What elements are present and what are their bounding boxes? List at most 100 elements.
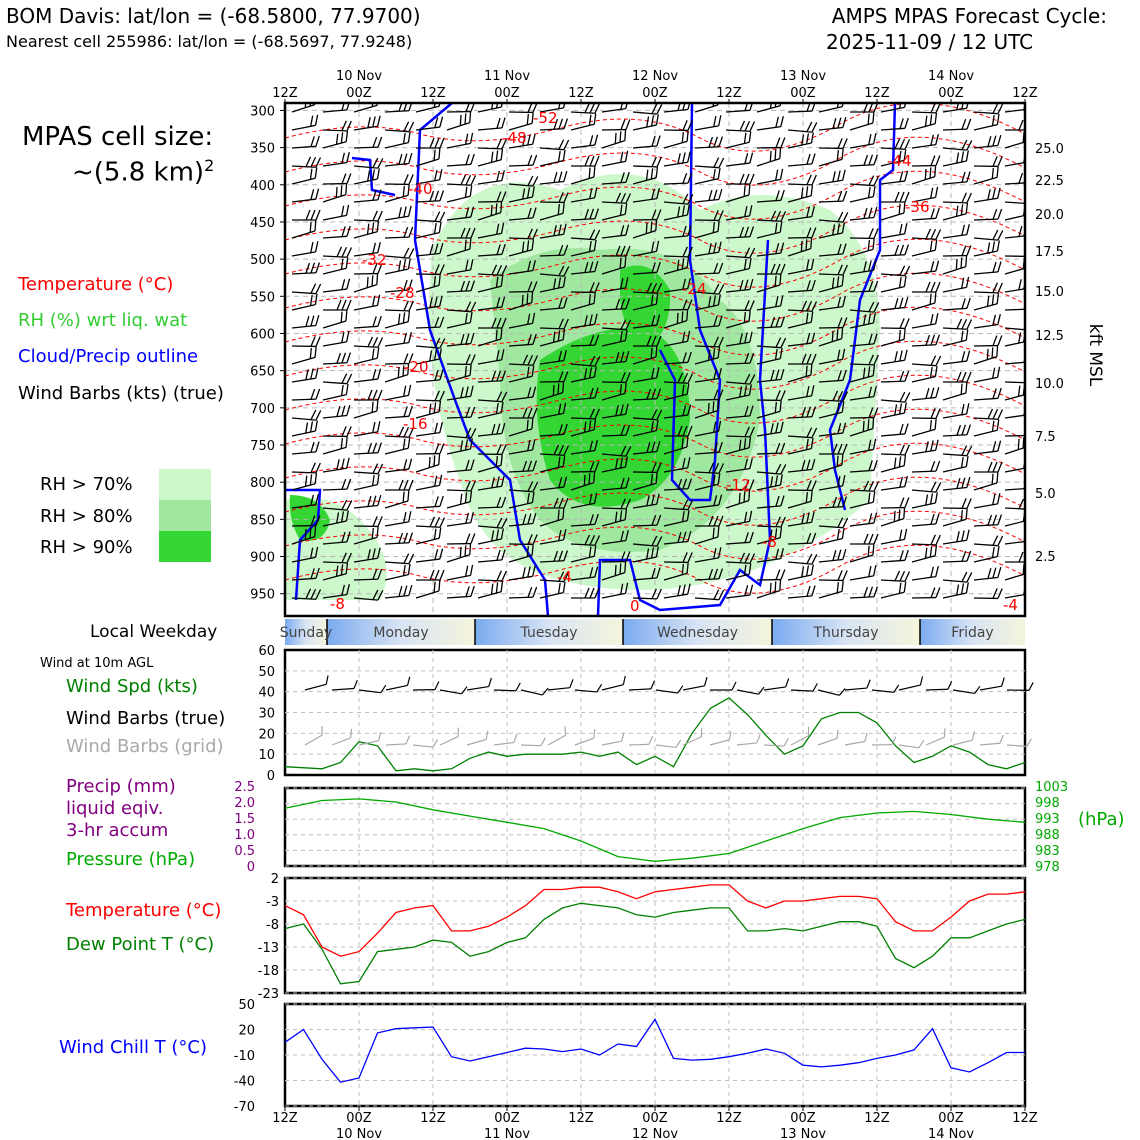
wind-barb <box>880 507 906 527</box>
wind-barb <box>446 406 476 419</box>
wind-barb <box>384 205 412 221</box>
wind-barb <box>384 174 414 186</box>
wind-barb <box>818 222 845 239</box>
wind-barb <box>912 281 941 293</box>
wind-barb <box>818 327 844 347</box>
wind-barb <box>881 191 910 203</box>
wind-barb <box>539 329 566 347</box>
wind-barb <box>787 553 818 565</box>
bottom-date-label: 13 Nov <box>780 1127 826 1140</box>
wind-barb <box>322 373 353 385</box>
wind-barb <box>942 445 973 457</box>
wind-barbs-true-legend: Wind Barbs (true) <box>66 708 226 729</box>
isotherm <box>285 374 1025 424</box>
wind-barb <box>508 281 538 293</box>
wind-barb <box>446 364 472 383</box>
wind-barb <box>1004 331 1025 347</box>
wind-barb <box>353 347 380 365</box>
wind-barb <box>632 209 662 221</box>
wind-barb <box>384 300 414 312</box>
cloud-outline <box>413 103 550 616</box>
wind-barb <box>694 241 722 257</box>
cell-size-exponent: 2 <box>204 156 215 175</box>
wind-barb <box>911 186 939 203</box>
wind-barb <box>415 295 443 311</box>
wind-barb <box>601 192 632 204</box>
wind-barb <box>601 445 632 457</box>
pressure-tick-label: 988 <box>1035 828 1060 843</box>
wind-barb <box>570 355 601 367</box>
surface-wind-barb <box>655 685 684 694</box>
wind-barb <box>849 365 876 383</box>
wind-barb <box>601 256 627 275</box>
wind-barb <box>849 280 879 293</box>
wind-barb <box>911 418 937 437</box>
top-date-label: 13 Nov <box>780 69 826 84</box>
wind-barb <box>539 371 569 383</box>
isotherm <box>285 340 1025 390</box>
pressure-line <box>284 798 1026 862</box>
wind-barb <box>911 207 940 221</box>
wind-barb <box>322 436 348 455</box>
wind-barb <box>725 310 751 329</box>
wind-barbs-grid-legend: Wind Barbs (grid) <box>66 736 224 757</box>
wind-barb <box>477 149 504 167</box>
wind-barb <box>570 545 597 563</box>
wind-barb <box>353 516 383 528</box>
wind-barb <box>601 509 628 527</box>
wind-barb <box>942 318 973 330</box>
wind-barb <box>725 184 751 203</box>
wind-barb <box>787 227 817 239</box>
wind-barb <box>818 401 845 419</box>
wind-barb <box>725 331 753 347</box>
wind-barb <box>973 335 1003 347</box>
wind-barb <box>477 222 505 239</box>
wind-barb <box>818 422 847 437</box>
surface-wind-barb <box>601 675 626 691</box>
wind-barb <box>539 118 569 131</box>
windchill-tick-label: 20 <box>238 1024 255 1039</box>
wind-barb <box>508 534 538 546</box>
grid-wind-barb <box>709 730 732 746</box>
wind-barb <box>663 151 691 167</box>
wind-barb <box>725 384 752 401</box>
wind-barb <box>973 440 1002 455</box>
wind-barb <box>415 369 444 383</box>
windchill-tick-label: 50 <box>238 998 255 1013</box>
top-time-tick: 12Z <box>864 86 890 101</box>
wind-barb <box>384 353 414 365</box>
legend-rh90: RH > 90% <box>40 537 133 558</box>
temperature-tick-label: -3 <box>266 895 279 910</box>
wind-barb <box>911 534 941 546</box>
wind-barb <box>322 310 348 329</box>
wind-barb <box>322 499 353 511</box>
wind-barb <box>632 188 660 203</box>
wind-barb <box>818 264 848 276</box>
wind-barb <box>415 274 441 293</box>
wind-barb <box>725 458 753 473</box>
wind-barb <box>787 153 816 167</box>
wind-barb <box>694 526 720 545</box>
wind-barb <box>415 264 445 276</box>
temperature-label: -24 <box>682 280 707 298</box>
wind-barb <box>849 459 878 473</box>
wind-barb <box>384 184 410 203</box>
wind-barb <box>663 103 692 113</box>
wind-barb <box>477 391 508 403</box>
wind-barb <box>756 442 786 455</box>
wind-barb <box>539 244 569 257</box>
wind-barb <box>818 517 849 529</box>
wind-barb <box>353 473 380 491</box>
pressure-tick-label: 300 <box>250 104 275 119</box>
wind-barb <box>787 511 815 527</box>
wind-barb <box>539 170 568 185</box>
wind-barb <box>725 205 753 221</box>
wind-barb <box>602 245 631 257</box>
surface-wind-barb <box>817 688 846 696</box>
wind-barb <box>911 334 941 347</box>
wind-barb <box>756 295 784 311</box>
grid-wind-barb <box>304 726 323 746</box>
cell-size-label: MPAS cell size: <box>22 122 214 152</box>
bottom-time-tick: 00Z <box>790 1111 816 1126</box>
